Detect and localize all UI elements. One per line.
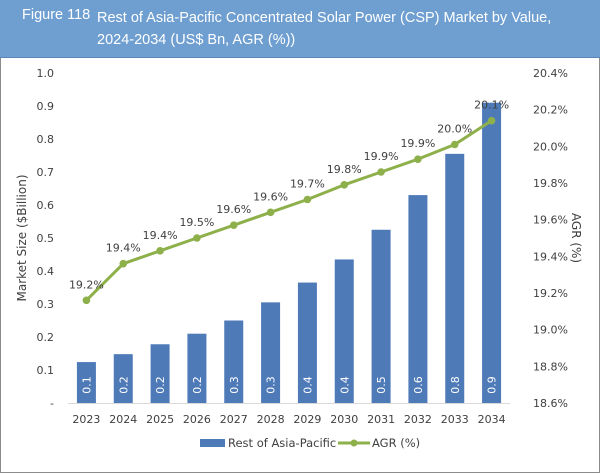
bar xyxy=(113,354,133,403)
y-tick-label: 0.8 xyxy=(37,133,55,146)
y-tick-label: 0.5 xyxy=(37,232,55,245)
agr-data-label: 20.1% xyxy=(474,99,509,112)
agr-marker xyxy=(266,208,275,217)
agr-marker xyxy=(303,195,312,204)
y2-tick-label: 20.4% xyxy=(533,67,568,80)
agr-data-label: 19.2% xyxy=(69,278,104,291)
agr-marker xyxy=(414,155,422,163)
legend-line-label: AGR (%) xyxy=(372,436,420,450)
bar-data-label: 0.6 xyxy=(412,376,425,394)
bar-data-label: 0.1 xyxy=(80,376,93,394)
bar-series: 0.1 0.2 0.2 0.2 0.3 0.3 0.4 0.4 0.5 0.6 0.8 0.9 xyxy=(76,102,502,403)
figure-number: Figure 118 xyxy=(22,7,91,23)
x-tick-label: 2027 xyxy=(220,413,248,426)
y2-axis-title: AGR (%) xyxy=(569,213,583,263)
agr-data-label: 20.0% xyxy=(437,123,472,136)
agr-data-label: 19.4% xyxy=(143,229,178,242)
agr-marker xyxy=(193,234,201,242)
legend-line-marker xyxy=(350,439,358,447)
figure-header: Figure 118 Rest of Asia-Pacific Concentr… xyxy=(0,0,600,58)
bar-data-label: 0.4 xyxy=(338,376,351,394)
x-tick-label: 2024 xyxy=(109,413,137,426)
agr-marker xyxy=(450,140,459,149)
y2-tick-label: 18.8% xyxy=(533,360,568,373)
y2-tick-label: 19.8% xyxy=(533,177,568,190)
bar xyxy=(224,320,244,403)
agr-marker xyxy=(82,296,91,305)
agr-marker xyxy=(119,259,128,268)
agr-data-label: 19.5% xyxy=(179,216,214,229)
bar xyxy=(334,259,354,403)
agr-data-label: 19.4% xyxy=(106,242,141,255)
x-tick-label: 2028 xyxy=(257,413,285,426)
agr-data-label: 19.9% xyxy=(364,150,399,163)
bar xyxy=(150,344,170,403)
bar xyxy=(297,282,317,403)
legend-bar-label: Rest of Asia-Pacific xyxy=(228,436,336,450)
y-tick-label: 0.3 xyxy=(37,298,55,311)
bar xyxy=(408,195,428,403)
bar-data-label: 0.2 xyxy=(154,376,167,394)
bar-data-label: 0.9 xyxy=(486,376,499,394)
y-tick-label: 0.6 xyxy=(37,199,55,212)
bar xyxy=(261,302,281,403)
x-tick-label: 2030 xyxy=(330,413,358,426)
y-tick-label: - xyxy=(50,397,54,410)
y-tick-label: 1.0 xyxy=(37,67,55,80)
agr-marker xyxy=(340,181,349,189)
bar-data-label: 0.5 xyxy=(375,376,388,394)
bar-data-label: 0.4 xyxy=(301,376,314,394)
legend-bar-swatch xyxy=(200,439,225,447)
figure-title: Rest of Asia-Pacific Concentrated Solar … xyxy=(97,10,552,48)
x-axis-labels: 2023 2024 2025 2026 2027 2028 2029 2030 2031 2032… xyxy=(72,413,505,426)
y-tick-label: 0.1 xyxy=(37,364,55,377)
legend: Rest of Asia-Pacific AGR (%) xyxy=(200,436,420,450)
y2-tick-label: 19.0% xyxy=(533,324,568,337)
x-tick-label: 2031 xyxy=(367,413,395,426)
agr-data-label: 19.9% xyxy=(400,137,435,150)
x-tick-label: 2033 xyxy=(441,413,469,426)
x-tick-label: 2026 xyxy=(183,413,211,426)
agr-data-label: 19.6% xyxy=(216,203,251,216)
x-tick-label: 2023 xyxy=(72,413,100,426)
y2-tick-label: 20.0% xyxy=(533,140,568,153)
agr-marker xyxy=(377,168,385,176)
agr-data-label: 19.6% xyxy=(253,190,288,203)
bar-data-label: 0.2 xyxy=(117,376,130,394)
bar-data-label: 0.8 xyxy=(449,376,462,394)
bar-data-label: 0.2 xyxy=(191,376,204,394)
y-tick-label: 0.7 xyxy=(37,166,55,179)
x-tick-label: 2034 xyxy=(478,413,506,426)
y2-tick-label: 20.2% xyxy=(533,104,568,117)
y2-tick-label: 19.4% xyxy=(533,250,568,263)
x-tick-label: 2032 xyxy=(404,413,432,426)
x-tick-label: 2025 xyxy=(146,413,174,426)
x-tick-label: 2029 xyxy=(293,413,321,426)
y-axis-title: Market Size ($Billion) xyxy=(15,174,29,301)
bar-data-label: 0.3 xyxy=(265,376,278,394)
y2-tick-label: 19.2% xyxy=(533,287,568,300)
y-tick-label: 0.9 xyxy=(37,100,55,113)
agr-marker xyxy=(229,221,238,229)
bar xyxy=(445,153,465,403)
bar xyxy=(187,333,207,403)
agr-data-label: 19.7% xyxy=(290,178,325,191)
y-tick-label: 0.2 xyxy=(37,331,55,344)
agr-line-series: 19.2%19.4%19.4%19.5%19.6%19.6%19.7%19.8%… xyxy=(69,99,509,305)
agr-data-label: 19.8% xyxy=(327,163,362,176)
agr-marker xyxy=(156,247,164,255)
y-tick-label: 0.4 xyxy=(37,265,55,278)
bar xyxy=(76,362,96,403)
agr-line xyxy=(85,119,493,302)
bar xyxy=(482,102,502,403)
bar-data-label: 0.3 xyxy=(228,376,241,394)
agr-marker xyxy=(487,116,496,125)
bar xyxy=(371,229,391,403)
y2-tick-label: 18.6% xyxy=(533,397,568,410)
y2-tick-label: 19.6% xyxy=(533,214,568,227)
left-axis: - 0.1 0.2 0.3 0.4 0.5 0.6 0.7 0.8 0.9 1.0 xyxy=(37,67,55,410)
right-axis: 18.6% 18.8% 19.0% 19.2% 19.4% 19.6% 19.8% 20.0%… xyxy=(533,67,568,410)
